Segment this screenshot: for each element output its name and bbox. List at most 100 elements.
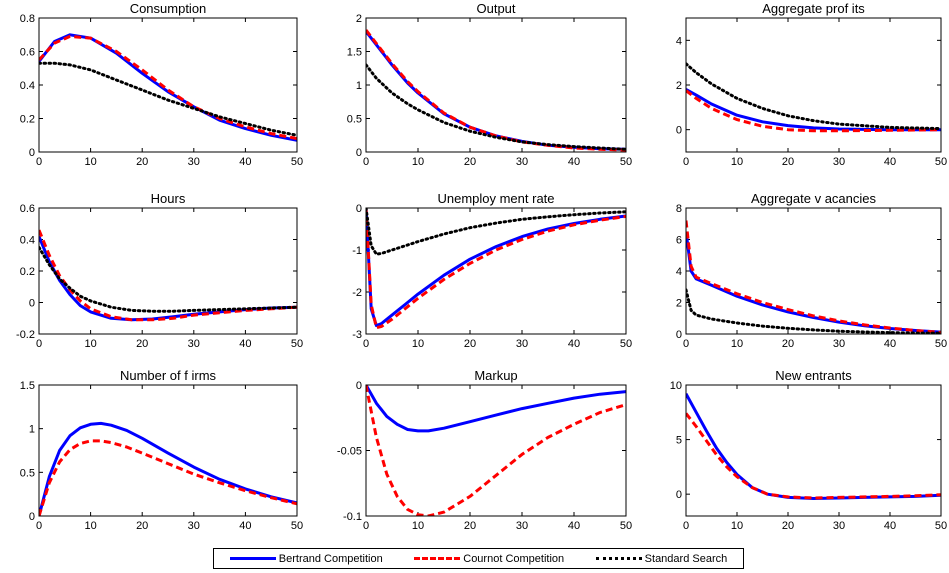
panel-6: Aggregate v acancies 0 10 20 30 40 50 0 2 4 6 8 [676,191,947,350]
panel-9-xtick-label-5: 50 [935,520,947,532]
legend-label-standard: Standard Search [644,552,728,565]
panel-6-title: Aggregate v acancies [751,191,877,206]
panel-2-ytick-label-0: 0 [356,147,362,159]
panel-9-xtick-label-2: 20 [782,520,794,532]
panel-2-ytick-label-1: 0.5 [347,114,362,126]
panel-8-ytick-label-0: -0.1 [343,511,362,523]
panel-5-title: Unemploy ment rate [437,191,554,206]
legend-item-bertrand: Bertrand Competition [229,553,383,565]
legend-swatch-cournot [414,557,461,560]
panel-3-xtick-label-4: 40 [884,156,896,168]
panel-2-series-bertrand-competition [366,30,626,151]
panel-9-series-cournot-competition [686,412,941,500]
panel-8-title: Markup [474,368,517,383]
panel-8-xtick-label-1: 10 [412,520,424,532]
panel-6-ytick-label-2: 4 [676,266,682,278]
panel-6-xtick-label-4: 40 [884,338,896,350]
panel-2-xtick-label-1: 10 [412,156,424,168]
panel-1-xtick-label-4: 40 [239,156,251,168]
panel-8: Markup 0 10 20 30 40 50 -0.1 -0.05 0 [337,368,632,532]
panel-9-series-bertrand-competition [686,392,941,500]
panel-7-xtick-label-5: 50 [291,520,303,532]
panel-1-xtick-label-3: 30 [188,156,200,168]
panel-3-ytick-label-0: 0 [676,125,682,137]
panel-7-xtick-label-0: 0 [36,520,42,532]
panel-1-axes-box [38,17,298,153]
panel-8-xtick-label-3: 30 [516,520,528,532]
panel-6-xtick-label-0: 0 [683,338,689,350]
panel-2-title: Output [476,1,515,16]
panel-1-series-standard-search [39,61,297,137]
panel-2-xtick-label-3: 30 [516,156,528,168]
panel-3-xtick-label-0: 0 [683,156,689,168]
panel-9-title: New entrants [775,368,852,383]
panel-3-series-cournot-competition [686,89,941,133]
panel-7-xtick-label-1: 10 [84,520,96,532]
panel-2-xtick-label-2: 20 [464,156,476,168]
panel-5-axes-box [365,207,627,335]
panel-1-series-cournot-competition [39,34,297,141]
panel-4-title: Hours [151,191,186,206]
panel-7-xtick-label-3: 30 [188,520,200,532]
panel-1-xtick-label-1: 10 [84,156,96,168]
panel-5-ytick-label-3: 0 [356,203,362,215]
panel-5-xtick-label-3: 30 [516,338,528,350]
panel-7-ytick-label-2: 1 [29,424,35,436]
panel-6-xtick-label-3: 30 [833,338,845,350]
panel-2-xtick-label-0: 0 [363,156,369,168]
panel-7-xtick-label-4: 40 [239,520,251,532]
panel-6-xtick-label-2: 20 [782,338,794,350]
panel-3-xtick-label-2: 20 [782,156,794,168]
panel-9-xtick-label-3: 30 [833,520,845,532]
panel-4-xtick-label-2: 20 [136,338,148,350]
panel-1-ytick-label-2: 0.4 [20,80,35,92]
panel-5-xtick-label-1: 10 [412,338,424,350]
panel-8-ytick-label-1: -0.05 [337,446,362,458]
panel-8-ytick-label-2: 0 [356,380,362,392]
panel-7-ytick-label-1: 0.5 [20,467,35,479]
panel-3-series-standard-search [686,62,941,131]
panel-4-xtick-label-0: 0 [36,338,42,350]
panel-2-axes-box [365,17,627,153]
panel-9-xtick-label-4: 40 [884,520,896,532]
panel-4-xtick-label-3: 30 [188,338,200,350]
panel-2-xtick-label-5: 50 [620,156,632,168]
panel-7-xtick-label-2: 20 [136,520,148,532]
panel-2-series-cournot-competition [366,29,626,152]
panel-5-ytick-label-1: -2 [352,287,362,299]
panel-4-axes-box [38,207,298,335]
panel-7: Number of f irms 0 10 20 30 40 50 0 0.5 1 1.5 [20,368,303,532]
panel-1-xtick-label-0: 0 [36,156,42,168]
panel-9-ytick-label-0: 0 [676,489,682,501]
panel-1-ytick-label-1: 0.2 [20,114,35,126]
legend: Bertrand Competition Cournot Competition… [213,548,744,569]
panel-9: New entrants 0 10 20 30 40 50 0 5 10 [670,368,947,532]
panel-8-xtick-label-5: 50 [620,520,632,532]
panel-9-axes-box [685,384,942,517]
panel-4-series-standard-search [39,245,297,313]
legend-item-standard: Standard Search [595,552,728,565]
panel-8-axes-box [365,384,627,517]
panel-2-ytick-label-3: 1.5 [347,47,362,59]
panel-5-ytick-label-2: -1 [352,245,362,257]
panel-5-series-bertrand-competition [366,208,626,328]
panel-1-ytick-label-4: 0.8 [20,13,35,25]
panel-9-ytick-label-1: 5 [676,435,682,447]
panel-4-xtick-label-4: 40 [239,338,251,350]
panel-6-xtick-label-5: 50 [935,338,947,350]
panel-2: Output 0 10 20 30 40 50 0 0.5 1 1.5 2 [347,1,632,168]
panel-4-ytick-label-4: 0.6 [20,203,35,215]
panel-6-axes-box [685,207,942,335]
panel-3-series-bertrand-competition [686,88,941,132]
panel-4-ytick-label-1: 0 [29,298,35,310]
panel-1-xtick-label-2: 20 [136,156,148,168]
panel-2-ytick-label-2: 1 [356,80,362,92]
panel-7-axes-box [38,384,298,517]
panel-1-ytick-label-3: 0.6 [20,47,35,59]
legend-label-cournot: Cournot Competition [463,552,565,565]
panel-2-ytick-label-4: 2 [356,13,362,25]
panel-5-series-cournot-competition [366,208,626,330]
panel-2-series-standard-search [366,63,626,151]
panel-8-xtick-label-0: 0 [363,520,369,532]
